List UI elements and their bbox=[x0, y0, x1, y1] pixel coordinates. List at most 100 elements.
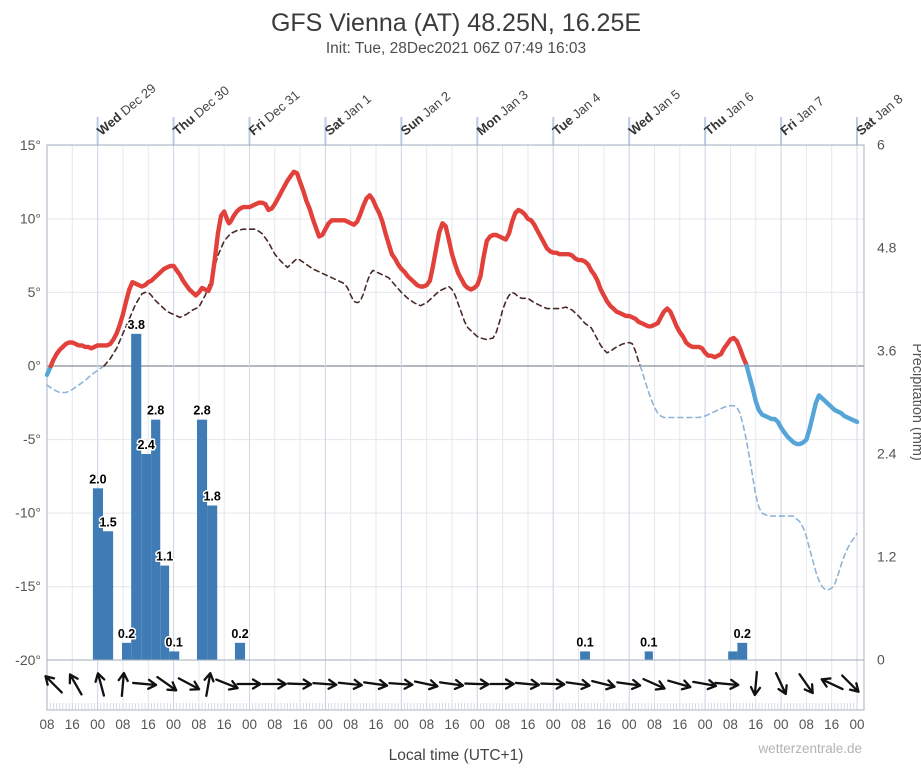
wind-arrow-icon bbox=[438, 678, 465, 691]
precip-bar bbox=[131, 333, 142, 660]
watermark: wetterzentrale.de bbox=[757, 741, 862, 756]
wind-arrow-icon bbox=[692, 679, 718, 691]
temp-tick-label: -20° bbox=[15, 652, 41, 668]
page-title: GFS Vienna (AT) 48.25N, 16.25E bbox=[271, 9, 641, 37]
wind-arrow-icon bbox=[68, 673, 83, 696]
day-label: Wed Jan 5 bbox=[625, 87, 683, 139]
precip-value-label: 0.2 bbox=[734, 627, 751, 641]
temperature-curve bbox=[48, 169, 749, 369]
x-tick-label: 08 bbox=[571, 717, 586, 732]
wind-arrow-icon bbox=[540, 678, 566, 690]
wind-arrow-icon bbox=[215, 678, 239, 691]
gridlines bbox=[46, 144, 864, 710]
precip-value-label: 3.8 bbox=[128, 318, 145, 332]
precip-bar bbox=[234, 642, 246, 660]
precip-bar bbox=[728, 651, 738, 660]
day-label: Mon Jan 3 bbox=[474, 87, 531, 138]
x-tick-label: 16 bbox=[293, 717, 308, 732]
x-axis-title: Local time (UTC+1) bbox=[389, 747, 524, 764]
dewpoint-curve bbox=[46, 365, 105, 394]
precip-value-label: 0.2 bbox=[231, 627, 248, 641]
day-label: Sat Jan 8 bbox=[853, 91, 905, 138]
precip-bars bbox=[92, 333, 748, 660]
temp-tick-label: 0° bbox=[28, 358, 41, 374]
x-tick-label: 00 bbox=[470, 717, 485, 732]
wind-arrow-icon bbox=[642, 677, 666, 691]
x-tick-label: 16 bbox=[672, 717, 687, 732]
temp-tick-label: -5° bbox=[23, 431, 41, 447]
x-tick-label: 16 bbox=[65, 717, 80, 732]
day-label: Thu Jan 6 bbox=[701, 89, 756, 139]
x-tick-label: 00 bbox=[394, 717, 409, 732]
wind-arrows bbox=[44, 670, 860, 698]
precip-tick-label: 1.2 bbox=[877, 549, 897, 565]
x-tick-label: 08 bbox=[267, 717, 282, 732]
x-tick-label: 08 bbox=[799, 717, 814, 732]
precip-bar bbox=[207, 505, 218, 660]
x-tick-label: 00 bbox=[242, 717, 257, 732]
x-tick-label: 16 bbox=[369, 717, 384, 732]
wind-arrow-icon bbox=[616, 678, 642, 691]
precip-value-label: 0.1 bbox=[640, 635, 657, 649]
wind-arrow-icon bbox=[337, 678, 363, 690]
wind-arrow-icon bbox=[798, 673, 814, 695]
precip-bar bbox=[196, 419, 208, 660]
day-tick-marks bbox=[96, 117, 858, 145]
day-label: Thu Dec 30 bbox=[170, 83, 232, 139]
x-tick-label: 08 bbox=[191, 717, 206, 732]
wind-arrow-icon bbox=[312, 678, 338, 690]
x-tick-label: 16 bbox=[748, 717, 763, 732]
wind-arrow-icon bbox=[565, 678, 591, 691]
precip-tick-label: 6 bbox=[877, 137, 885, 153]
wind-arrow-icon bbox=[464, 678, 490, 690]
wind-arrow-icon bbox=[261, 678, 287, 690]
plot-frame bbox=[46, 144, 865, 711]
wind-arrow-icon bbox=[363, 678, 389, 691]
wind-arrow-icon bbox=[820, 677, 844, 691]
precip-bar bbox=[644, 651, 653, 660]
precip-bar bbox=[169, 651, 180, 660]
wind-arrow-icon bbox=[749, 670, 762, 697]
precip-value-label: 1.1 bbox=[156, 550, 173, 564]
precip-value-label: 0.2 bbox=[118, 627, 135, 641]
x-tick-label: 16 bbox=[444, 717, 459, 732]
x-tick-label: 08 bbox=[495, 717, 510, 732]
precip-axis-title: Precipitation (mm) bbox=[909, 343, 921, 461]
plot-border bbox=[46, 144, 865, 711]
precip-value-label: 2.0 bbox=[89, 472, 106, 486]
x-tick-label: 16 bbox=[217, 717, 232, 732]
wind-arrow-icon bbox=[156, 675, 178, 692]
wind-arrow-icon bbox=[236, 678, 262, 690]
x-tick-label: 08 bbox=[647, 717, 662, 732]
precip-value-label: 0.1 bbox=[576, 635, 593, 649]
x-tick-label: 00 bbox=[622, 717, 637, 732]
wind-arrow-icon bbox=[841, 674, 860, 693]
wind-arrow-icon bbox=[667, 679, 692, 691]
precip-value-label: 1.8 bbox=[203, 490, 220, 504]
precip-bar bbox=[92, 488, 104, 660]
x-tick-label: 16 bbox=[824, 717, 839, 732]
wind-arrow-icon bbox=[413, 679, 439, 691]
wind-arrow-icon bbox=[94, 672, 106, 697]
wind-arrow-icon bbox=[774, 671, 788, 696]
x-tick-label: 16 bbox=[596, 717, 611, 732]
precip-bar bbox=[103, 531, 114, 660]
precip-value-label: 2.8 bbox=[147, 404, 164, 418]
day-label: Fri Dec 31 bbox=[246, 87, 303, 138]
x-tick-label: 00 bbox=[90, 717, 105, 732]
day-label: Fri Jan 7 bbox=[777, 93, 827, 138]
precip-bar bbox=[580, 651, 590, 660]
precip-tick-label: 4.8 bbox=[877, 240, 897, 256]
wind-arrow-icon bbox=[286, 678, 313, 690]
temp-tick-label: 5° bbox=[28, 284, 41, 300]
precip-bar bbox=[121, 642, 132, 660]
precip-value-label: 2.8 bbox=[193, 404, 210, 418]
wind-arrow-icon bbox=[131, 678, 158, 690]
dewpoint-curve bbox=[103, 228, 642, 367]
wind-arrow-icon bbox=[591, 679, 616, 691]
wind-arrow-icon bbox=[489, 678, 515, 690]
x-tick-label: 08 bbox=[723, 717, 738, 732]
